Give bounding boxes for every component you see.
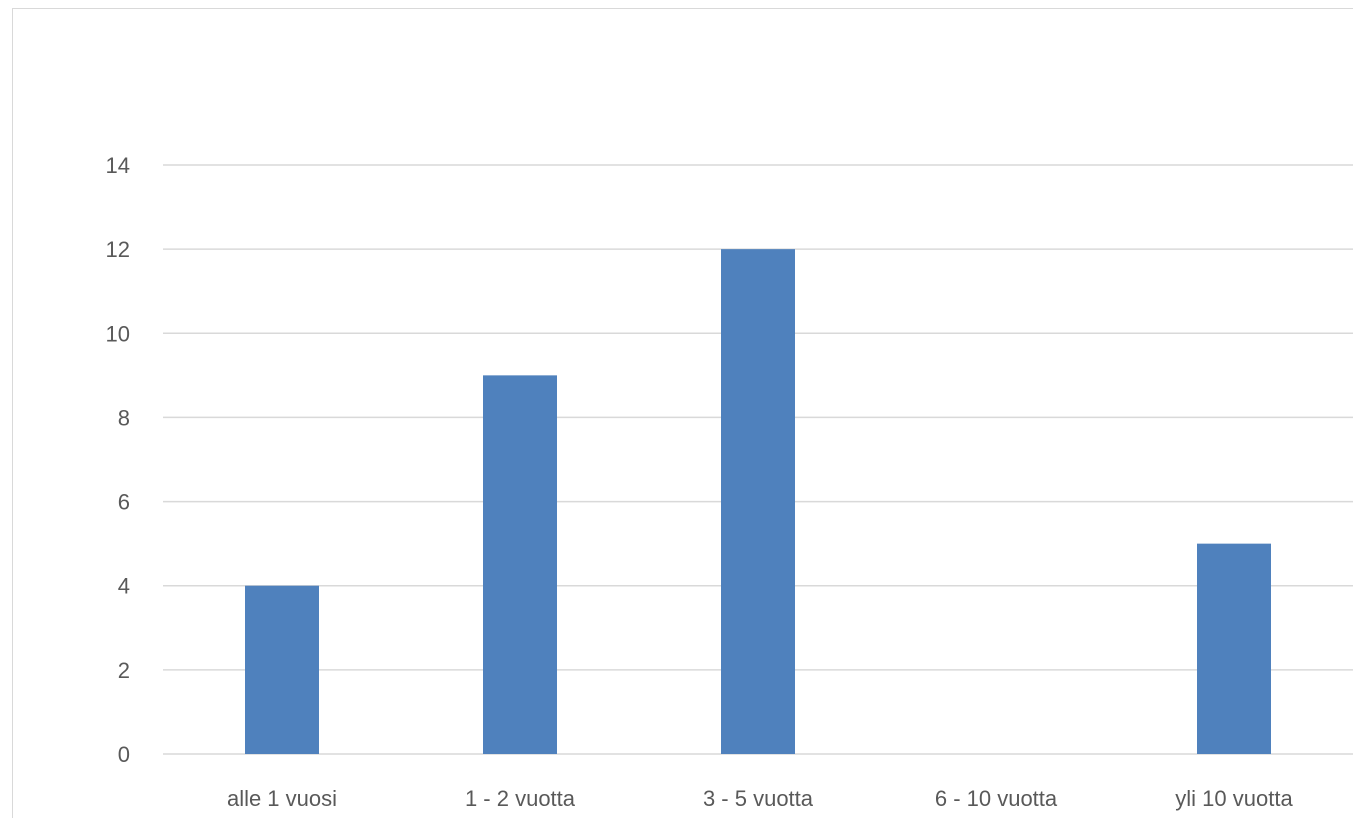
y-tick-label: 12 <box>106 237 130 262</box>
bar-5 <box>1197 543 1271 754</box>
y-tick-label: 4 <box>118 574 130 599</box>
x-tick-label: yli 10 vuotta <box>1175 786 1293 811</box>
bar-2 <box>483 375 557 754</box>
x-tick-label: 6 - 10 vuotta <box>935 786 1058 811</box>
bar-3 <box>721 249 795 754</box>
bar-1 <box>245 585 319 754</box>
y-tick-label: 0 <box>118 742 130 767</box>
y-axis-tick-labels: 0 2 4 6 8 10 12 14 <box>106 153 130 767</box>
y-tick-label: 6 <box>118 490 130 515</box>
chart-frame <box>12 8 1353 818</box>
y-tick-label: 14 <box>106 153 130 178</box>
x-axis-tick-labels: alle 1 vuosi 1 - 2 vuotta 3 - 5 vuotta 6 - … <box>227 786 1294 811</box>
bars <box>245 249 1271 754</box>
x-tick-label: 3 - 5 vuotta <box>703 786 814 811</box>
y-tick-label: 8 <box>118 405 130 430</box>
y-tick-label: 10 <box>106 321 130 346</box>
x-tick-label: 1 - 2 vuotta <box>465 786 576 811</box>
y-tick-label: 2 <box>118 658 130 683</box>
x-tick-label: alle 1 vuosi <box>227 786 337 811</box>
